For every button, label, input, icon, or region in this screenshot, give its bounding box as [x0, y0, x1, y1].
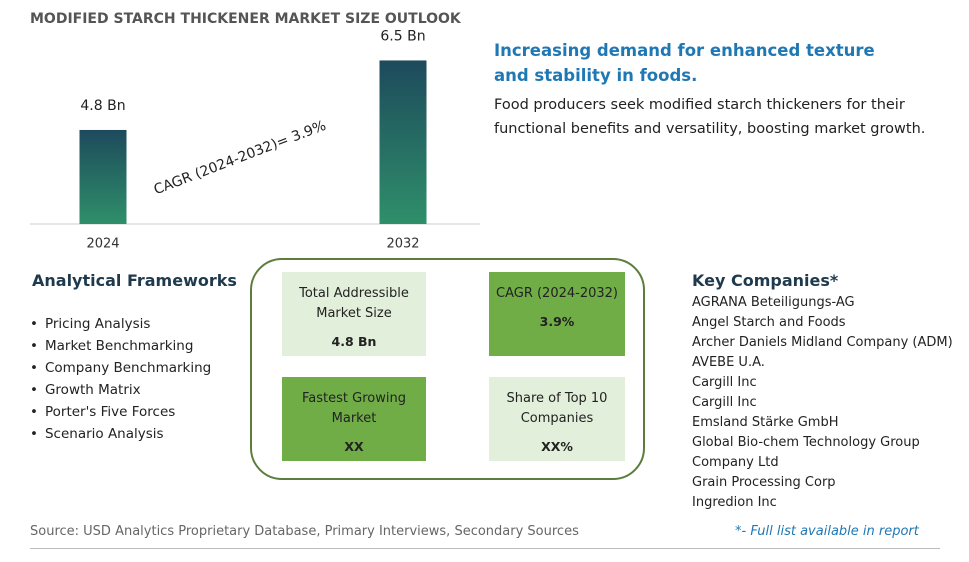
framework-item: Pricing Analysis	[30, 313, 211, 335]
framework-item: Scenario Analysis	[30, 423, 211, 445]
cell-value: XX	[344, 439, 364, 454]
companies-title: Key Companies*	[692, 271, 839, 290]
cell-label: CAGR (2024-2032)	[496, 286, 618, 301]
cell-value: 3.9%	[539, 314, 575, 329]
frameworks-title: Analytical Frameworks	[32, 271, 237, 290]
x-tick-label: 2024	[86, 237, 119, 252]
company-item: AVEBE U.A.	[692, 355, 765, 370]
company-item: AGRANA Beteiligungs-AG	[692, 295, 855, 310]
company-item: Grain Processing Corp	[692, 475, 836, 490]
cell-value: 4.8 Bn	[331, 334, 377, 349]
cagr-annotation: CAGR (2024-2032)= 3.9%	[152, 118, 329, 199]
frameworks-list: Pricing AnalysisMarket BenchmarkingCompa…	[30, 313, 211, 445]
cell-value: XX%	[541, 439, 573, 454]
footnote: *- Full list available in report	[735, 524, 919, 539]
bar	[379, 60, 427, 224]
cell-label: Fastest Growing Market	[302, 391, 406, 426]
company-item: Global Bio-chem Technology Group Company…	[692, 435, 920, 470]
headline: Increasing demand for enhanced texture a…	[494, 41, 875, 85]
summary-box: Total Addressible Market Size 4.8 Bn CAGR …	[250, 258, 645, 480]
framework-item: Porter's Five Forces	[30, 401, 211, 423]
chart: 4.8 Bn 2024 6.5 Bn 2032 CAGR (2024-2032)= 3.…	[30, 28, 480, 252]
framework-item: Growth Matrix	[30, 379, 211, 401]
company-item: Cargill Inc	[692, 395, 757, 410]
summary-cell: Fastest Growing Market XX	[282, 377, 426, 461]
bar	[79, 129, 127, 224]
companies-list: AGRANA Beteiligungs-AG Angel Starch and F…	[692, 293, 962, 513]
rule	[30, 548, 940, 549]
framework-item: Market Benchmarking	[30, 335, 211, 357]
x-tick-label: 2032	[386, 237, 419, 252]
cell-label: Share of Top 10 Companies	[506, 391, 608, 426]
summary-cell: Total Addressible Market Size 4.8 Bn	[282, 272, 426, 356]
company-item: Emsland Stärke GmbH	[692, 415, 839, 430]
company-item: Archer Daniels Midland Company (ADM)	[692, 335, 953, 350]
value-label: 6.5 Bn	[380, 28, 425, 44]
chart-title: MODIFIED STARCH THICKENER MARKET SIZE OU…	[30, 11, 461, 27]
company-item: Ingredion Inc	[692, 495, 777, 510]
framework-item: Company Benchmarking	[30, 357, 211, 379]
value-label: 4.8 Bn	[80, 98, 125, 114]
source: Source: USD Analytics Proprietary Databa…	[30, 524, 579, 539]
cell-label: Total Addressible Market Size	[299, 286, 409, 321]
description: Food producers seek modified starch thic…	[494, 97, 926, 137]
company-item: Cargill Inc	[692, 375, 757, 390]
summary-cell: Share of Top 10 Companies XX%	[489, 377, 625, 461]
summary-cell: CAGR (2024-2032) 3.9%	[489, 272, 625, 356]
company-item: Angel Starch and Foods	[692, 315, 846, 330]
